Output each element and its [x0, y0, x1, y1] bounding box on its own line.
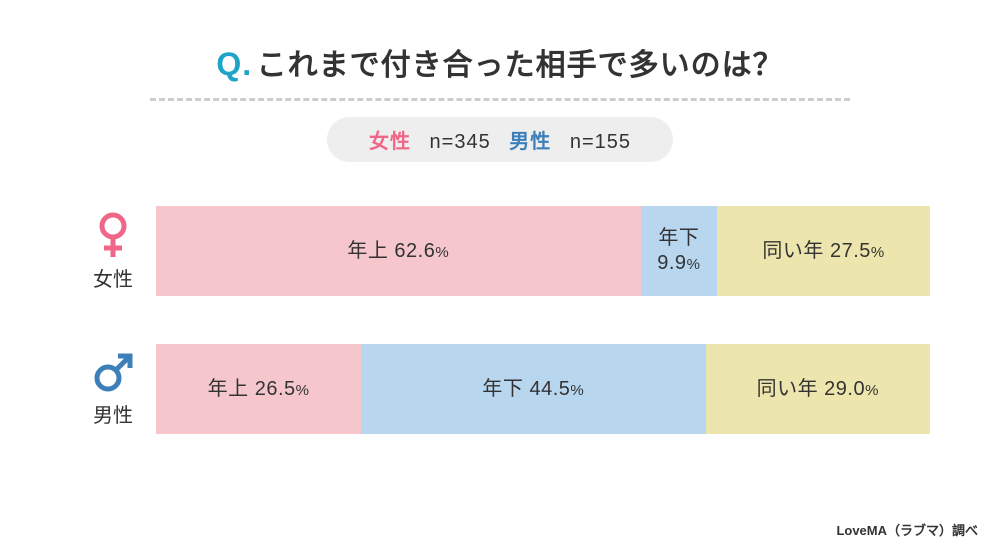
legend-male-label: 男性 — [509, 131, 551, 153]
bar-track-female: 年上 62.6% 年下9.9% 同い年 27.5% — [156, 206, 930, 296]
legend-female-label: 女性 — [369, 131, 411, 153]
segment-label: 年下 44.5% — [482, 377, 584, 402]
dashed-divider — [150, 98, 850, 101]
row-label-text: 男性 — [93, 399, 133, 428]
bars-area: 女性 年上 62.6% 年下9.9% 同い年 27.5% 男性 年上 26.5% 年下 4… — [70, 206, 930, 434]
legend-pill: 女性 n=345 男性 n=155 — [327, 117, 673, 162]
segment-male-年上: 年上 26.5% — [156, 344, 361, 434]
legend-male-n: n=155 — [570, 131, 631, 153]
segment-male-年下: 年下 44.5% — [361, 344, 705, 434]
row-label-female: 女性 — [70, 211, 156, 292]
bar-row-male: 男性 年上 26.5% 年下 44.5% 同い年 29.0% — [70, 344, 930, 434]
segment-label: 年上 26.5% — [208, 377, 310, 402]
segment-female-年下: 年下9.9% — [641, 206, 718, 296]
mars-icon — [91, 351, 135, 395]
bar-row-female: 女性 年上 62.6% 年下9.9% 同い年 27.5% — [70, 206, 930, 296]
segment-label: 年上 62.6% — [347, 239, 449, 264]
chart-container: Q. これまで付き合った相手で多いのは？ 女性 n=345 男性 n=155 女… — [0, 0, 1000, 434]
segment-label-line: 9.9% — [657, 251, 700, 276]
title-text: これまで付き合った相手で多いのは？ — [257, 49, 784, 82]
row-label-male: 男性 — [70, 351, 156, 428]
segment-label: 同い年 29.0% — [757, 377, 879, 402]
segment-male-同い年: 同い年 29.0% — [706, 344, 930, 434]
segment-female-同い年: 同い年 27.5% — [717, 206, 930, 296]
legend-female-n: n=345 — [430, 131, 491, 153]
venus-icon — [93, 211, 133, 259]
segment-label: 同い年 27.5% — [762, 239, 884, 264]
footer-credit: LoveMA（ラブマ）調べ — [836, 520, 978, 539]
row-label-text: 女性 — [93, 263, 133, 292]
bar-track-male: 年上 26.5% 年下 44.5% 同い年 29.0% — [156, 344, 930, 434]
title-row: Q. これまで付き合った相手で多いのは？ — [70, 40, 930, 84]
segment-label-line: 年下 — [658, 226, 699, 251]
q-mark: Q. — [216, 46, 252, 82]
segment-female-年上: 年上 62.6% — [156, 206, 641, 296]
